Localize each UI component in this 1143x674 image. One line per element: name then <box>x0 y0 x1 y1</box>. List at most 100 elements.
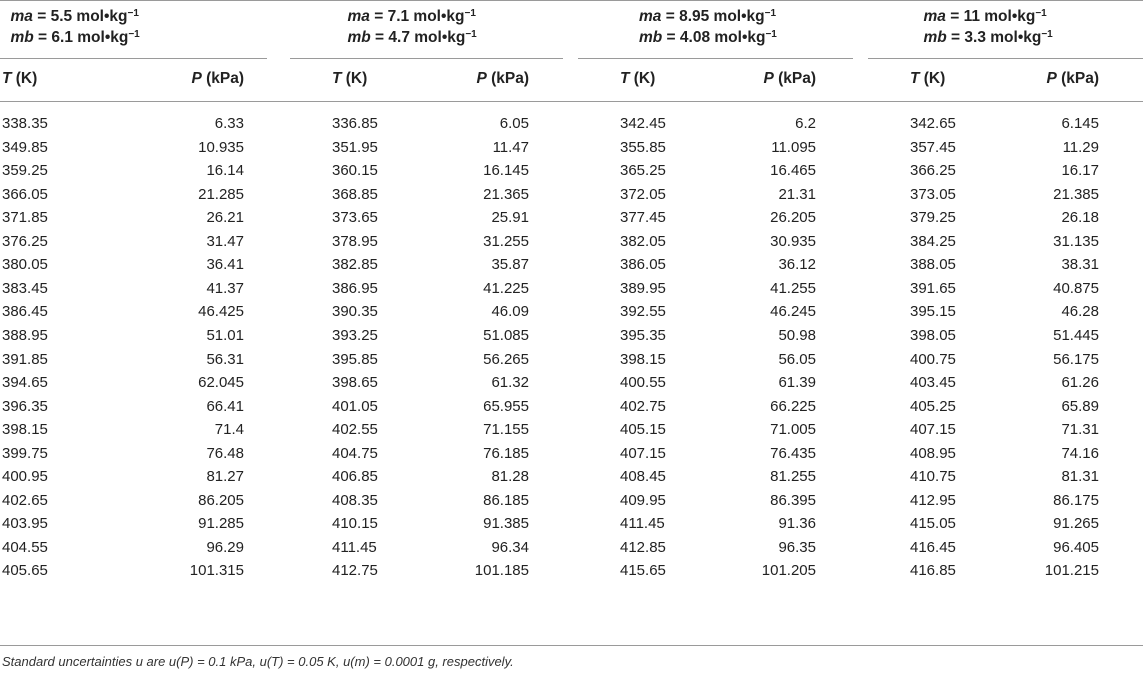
column-header-pressure: P (kPa) <box>191 70 244 88</box>
temperature-cell: 366.05 <box>2 185 48 203</box>
pressure-cell: 76.185 <box>483 444 529 462</box>
pressure-cell: 6.33 <box>214 115 244 132</box>
pressure-symbol: P <box>191 70 202 87</box>
mb-unit-exponent: −1 <box>1041 29 1053 40</box>
pressure-cell: 56.265 <box>483 350 529 368</box>
temperature-cell: 408.45 <box>620 468 666 486</box>
pressure-cell: 35.87 <box>491 256 529 274</box>
temperature-cell: 394.65 <box>2 374 48 392</box>
pressure-cell: 81.255 <box>770 468 816 486</box>
temperature-cell: 411.45 <box>332 538 377 556</box>
temperature-cell: 384.25 <box>910 232 956 250</box>
group-header: ma = 7.1 mol•kg−1 mb = 4.7 mol•kg−1 <box>348 6 477 48</box>
pressure-cell: 76.48 <box>206 444 244 462</box>
temperature-cell: 410.75 <box>910 468 956 486</box>
temperature-cell: 388.05 <box>910 256 956 274</box>
pressure-cell: 96.29 <box>206 538 244 556</box>
pressure-symbol: P <box>476 70 487 87</box>
ma-unit-exponent: −1 <box>764 8 777 19</box>
temperature-cell: 368.85 <box>332 185 378 203</box>
pressure-cell: 21.31 <box>778 185 816 203</box>
temperature-cell: 383.45 <box>2 279 48 297</box>
temperature-cell: 410.15 <box>332 515 378 533</box>
column-header-temperature: T (K) <box>620 70 655 88</box>
pressure-cell: 46.245 <box>770 303 816 321</box>
pressure-cell: 31.255 <box>483 232 529 250</box>
temperature-cell: 379.25 <box>910 209 956 227</box>
pressure-cell: 11.095 <box>771 138 816 156</box>
temperature-cell: 402.55 <box>332 421 378 439</box>
group-rule <box>578 58 853 59</box>
temperature-cell: 359.25 <box>2 162 48 180</box>
temperature-cell: 395.15 <box>910 303 956 321</box>
pressure-unit: (kPa) <box>201 70 244 87</box>
ma-symbol: ma <box>639 8 662 25</box>
temperature-cell: 398.15 <box>620 350 666 368</box>
temperature-cell: 408.95 <box>910 444 956 462</box>
bottom-rule <box>0 645 1143 646</box>
pressure-cell: 46.425 <box>198 303 244 321</box>
temperature-cell: 400.75 <box>910 350 956 368</box>
temperature-cell: 409.95 <box>620 491 666 509</box>
pressure-cell: 16.145 <box>483 162 529 180</box>
pressure-cell: 41.225 <box>483 279 529 297</box>
group-header: ma = 5.5 mol•kg−1 mb = 6.1 mol•kg−1 <box>11 6 140 48</box>
temperature-cell: 372.05 <box>620 185 666 203</box>
pressure-cell: 61.32 <box>491 374 529 392</box>
temperature-cell: 373.65 <box>332 209 378 227</box>
pressure-cell: 11.29 <box>1062 138 1099 156</box>
pressure-cell: 71.005 <box>770 421 816 439</box>
mb-symbol: mb <box>347 29 371 46</box>
pressure-cell: 10.935 <box>198 138 244 156</box>
pressure-cell: 26.21 <box>206 209 244 227</box>
temperature-cell: 390.35 <box>332 303 378 321</box>
pressure-cell: 66.41 <box>206 397 244 415</box>
temperature-cell: 398.05 <box>910 326 956 344</box>
temperature-cell: 377.45 <box>620 209 666 227</box>
pressure-cell: 101.215 <box>1044 562 1099 580</box>
pressure-cell: 71.155 <box>483 421 529 439</box>
pressure-cell: 91.385 <box>483 515 529 533</box>
pressure-cell: 50.98 <box>778 326 816 344</box>
temperature-cell: 338.35 <box>2 115 48 132</box>
pressure-cell: 25.91 <box>491 209 529 227</box>
ma-line: ma = 8.95 mol•kg−1 <box>639 6 777 27</box>
pressure-cell: 51.01 <box>206 326 244 344</box>
pressure-cell: 74.16 <box>1061 444 1099 462</box>
group-header: ma = 8.95 mol•kg−1 mb = 4.08 mol•kg−1 <box>639 6 777 48</box>
pressure-cell: 91.285 <box>198 515 244 533</box>
temperature-cell: 398.15 <box>2 421 48 439</box>
ma-value: = 8.95 mol•kg <box>661 8 765 25</box>
pressure-cell: 21.365 <box>483 185 529 203</box>
pressure-cell: 86.185 <box>483 491 529 509</box>
temperature-cell: 357.45 <box>910 138 956 156</box>
temperature-cell: 412.95 <box>910 491 956 509</box>
table-footnote: Standard uncertainties u are u(P) = 0.1 … <box>2 654 514 669</box>
group-rule <box>0 58 267 59</box>
pressure-cell: 40.875 <box>1053 279 1099 297</box>
pressure-cell: 56.31 <box>206 350 244 368</box>
temperature-cell: 401.05 <box>332 397 378 415</box>
temperature-cell: 342.45 <box>620 115 666 132</box>
pressure-cell: 11.47 <box>492 138 529 156</box>
temperature-cell: 382.05 <box>620 232 666 250</box>
temperature-cell: 415.05 <box>910 515 956 533</box>
column-header-temperature: T (K) <box>2 70 37 88</box>
temperature-cell: 349.85 <box>2 138 48 156</box>
temperature-symbol: T <box>2 70 12 87</box>
pressure-cell: 96.34 <box>491 538 529 556</box>
pressure-cell: 101.315 <box>189 562 244 580</box>
temperature-cell: 411.45 <box>620 515 665 533</box>
pressure-cell: 76.435 <box>770 444 816 462</box>
temperature-cell: 415.65 <box>620 562 666 580</box>
temperature-cell: 396.35 <box>2 397 48 415</box>
temperature-cell: 395.85 <box>332 350 378 368</box>
pressure-cell: 26.205 <box>770 209 816 227</box>
ma-symbol: ma <box>10 8 33 25</box>
temperature-cell: 406.85 <box>332 468 378 486</box>
temperature-cell: 373.05 <box>910 185 956 203</box>
temperature-cell: 391.65 <box>910 279 956 297</box>
mb-value: = 6.1 mol•kg <box>33 29 129 46</box>
temperature-cell: 408.35 <box>332 491 378 509</box>
